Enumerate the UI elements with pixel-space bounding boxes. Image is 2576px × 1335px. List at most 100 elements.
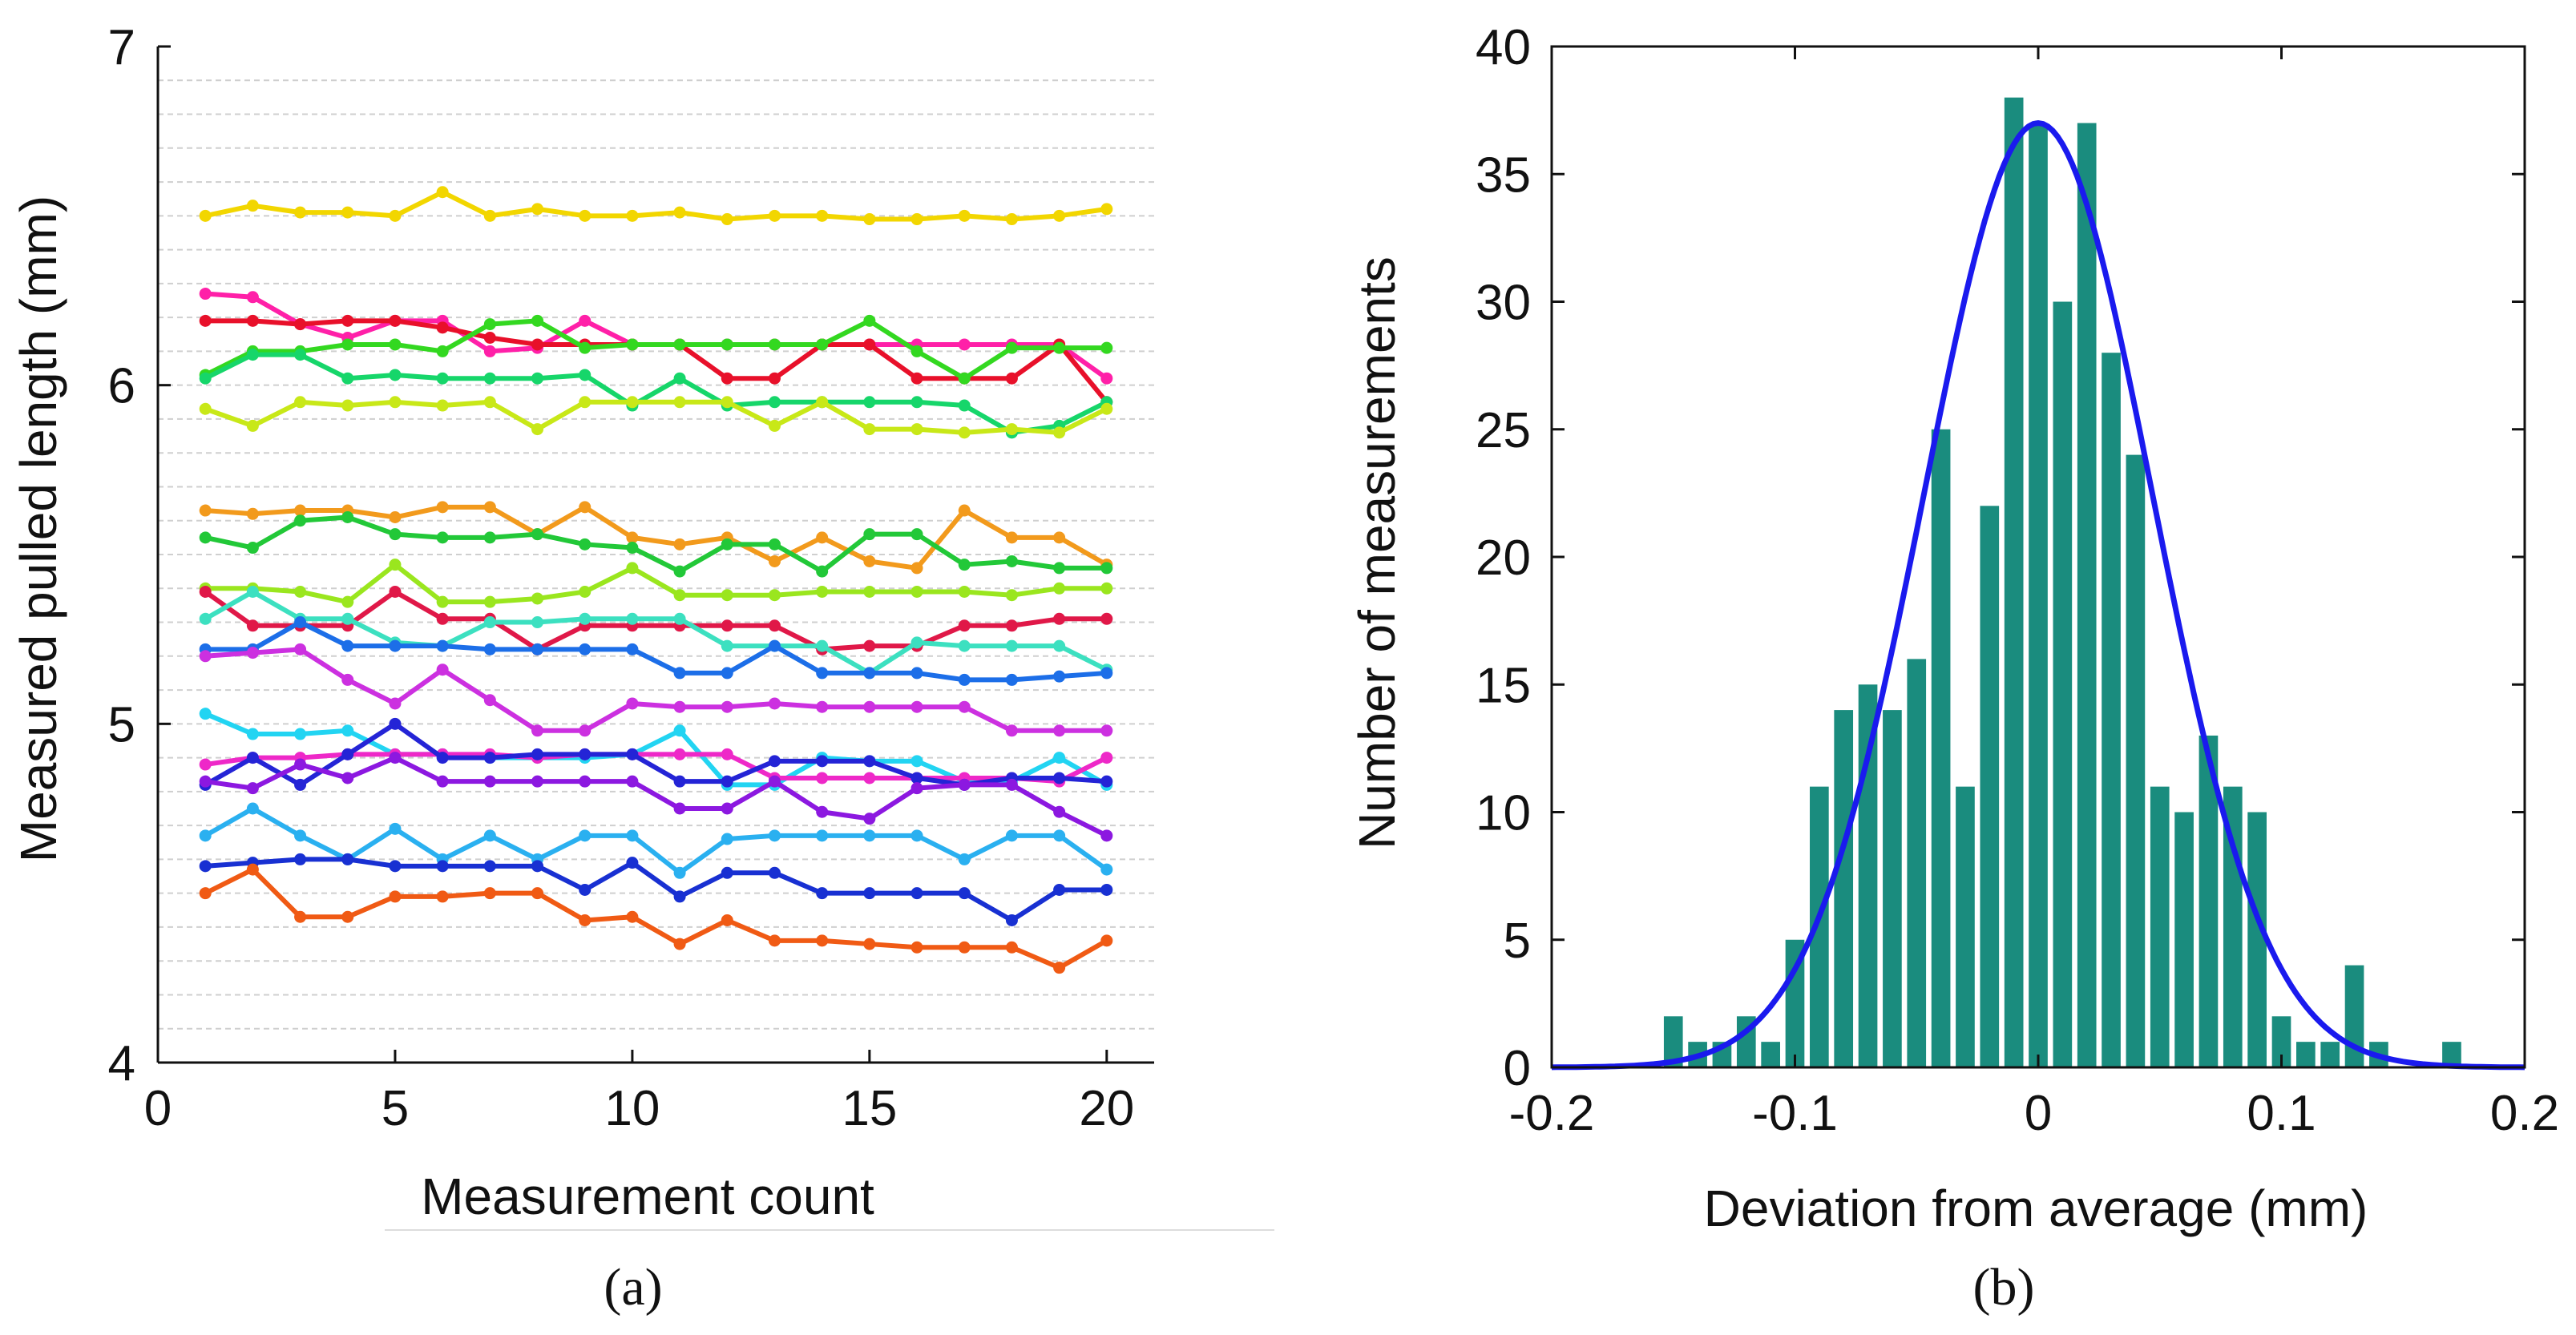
data-point-green-2 (294, 514, 307, 527)
data-point-magenta (1100, 372, 1113, 385)
data-point-yellow (436, 186, 449, 199)
data-point-yellow (199, 209, 212, 222)
data-point-azure (294, 616, 307, 629)
y-tick-label: 40 (1476, 20, 1531, 75)
data-point-red (246, 314, 259, 327)
data-point-blue (483, 752, 496, 764)
data-point-violet (768, 697, 781, 710)
series-line-crimson (204, 589, 1107, 652)
data-point-sky-blue (768, 829, 781, 842)
data-point-yellow (863, 213, 876, 226)
data-point-orange (863, 555, 876, 567)
data-point-navy-blue (958, 887, 971, 900)
y-tick-label: 20 (1476, 530, 1531, 586)
histogram-bar (2296, 1042, 2316, 1067)
data-point-pink (816, 772, 829, 784)
data-point-yellow (958, 209, 971, 222)
data-point-green-2 (1005, 555, 1018, 567)
data-point-violet (1100, 724, 1113, 737)
data-point-green (863, 314, 876, 327)
x-tick-label: -0.2 (1509, 1086, 1595, 1141)
data-point-yellow-green (910, 423, 923, 436)
series-line-sky-blue (204, 806, 1108, 876)
data-point-purple (768, 775, 781, 788)
series-line-turquoise (204, 589, 1108, 676)
y-tick-label: 5 (108, 697, 135, 752)
data-point-purple (199, 775, 212, 788)
data-point-purple (1100, 829, 1113, 842)
data-point-yellow (626, 209, 639, 222)
data-point-magenta (199, 288, 212, 300)
data-point-red (389, 314, 402, 327)
data-point-green (626, 338, 639, 351)
data-point-navy-blue (483, 860, 496, 873)
data-point-yellow (721, 213, 733, 226)
data-point-turquoise (721, 639, 733, 652)
panel-b-x-tick-labels: -0.2 -0.1 0 0.1 0.2 (1509, 1086, 2560, 1141)
data-point-orange (483, 501, 496, 514)
data-point-purple (531, 775, 544, 788)
data-point-dark-orange (389, 890, 402, 903)
data-point-yellow-green (389, 396, 402, 409)
data-point-yellow-green (1100, 402, 1113, 415)
data-point-green-2 (531, 528, 544, 541)
data-point-red (863, 338, 876, 351)
data-point-dark-orange (531, 887, 544, 900)
panel-a-line-chart: 0 5 10 15 20 4 5 6 7 Measurement count Measured… (10, 20, 1274, 1317)
histogram-bar (1834, 710, 1854, 1067)
series-line-pink (204, 752, 1108, 784)
data-point-green-2 (246, 542, 259, 555)
data-point-crimson (863, 639, 876, 652)
panel-b-bars-group (1663, 97, 2461, 1068)
data-point-blue (673, 775, 686, 788)
data-point-dark-orange (436, 890, 449, 903)
data-point-yellow (910, 213, 923, 226)
data-point-blue (294, 778, 307, 791)
panel-a-y-tick-labels: 4 5 6 7 (108, 20, 135, 1091)
series-line-yellow-green (204, 399, 1108, 435)
data-point-violet (863, 700, 876, 713)
data-point-sky-blue (910, 829, 923, 842)
data-point-turquoise (341, 612, 354, 625)
data-point-navy-blue (1100, 883, 1113, 896)
data-point-navy-blue (579, 883, 592, 896)
data-point-green-2 (863, 528, 876, 541)
data-point-dark-orange (1053, 962, 1066, 974)
histogram-bar (1858, 684, 1878, 1067)
data-point-purple (1053, 805, 1066, 818)
panel-b-y-tick-labels: 0 5 10 15 20 25 30 35 40 (1476, 20, 1531, 1096)
data-point-azure (1053, 670, 1066, 683)
x-tick-label: 0.2 (2490, 1086, 2559, 1141)
data-point-violet (531, 724, 544, 737)
y-tick-label: 5 (1504, 914, 1531, 969)
data-point-red (531, 338, 544, 351)
data-point-green-2 (721, 538, 733, 551)
data-point-orange (1005, 531, 1018, 544)
histogram-bar (1663, 1016, 1683, 1067)
panel-a-x-tick-labels: 0 5 10 15 20 (144, 1081, 1135, 1136)
data-point-magenta (958, 338, 971, 351)
data-point-sky-blue (626, 829, 639, 842)
data-point-blue (768, 755, 781, 768)
histogram-bar (2247, 812, 2267, 1067)
data-point-blue (1053, 772, 1066, 784)
histogram-bar (1785, 939, 1805, 1067)
data-point-dark-orange (579, 914, 592, 926)
series-line-yellow (204, 189, 1108, 222)
data-point-navy-blue (626, 857, 639, 869)
series-line-green (204, 318, 1107, 381)
data-point-purple (863, 813, 876, 825)
data-point-dark-orange (341, 910, 354, 923)
data-point-yellow-green (531, 423, 544, 436)
data-point-green (436, 345, 449, 357)
series-line-green-2 (204, 514, 1107, 575)
data-point-violet (958, 700, 971, 713)
data-point-lime (483, 595, 496, 608)
histogram-bar (2102, 353, 2121, 1067)
data-point-violet (673, 700, 686, 713)
data-point-green-2 (626, 542, 639, 555)
data-point-lime (1100, 582, 1113, 595)
x-tick-label: 0 (144, 1081, 172, 1136)
data-point-navy-blue (436, 860, 449, 873)
data-point-green (531, 314, 544, 327)
